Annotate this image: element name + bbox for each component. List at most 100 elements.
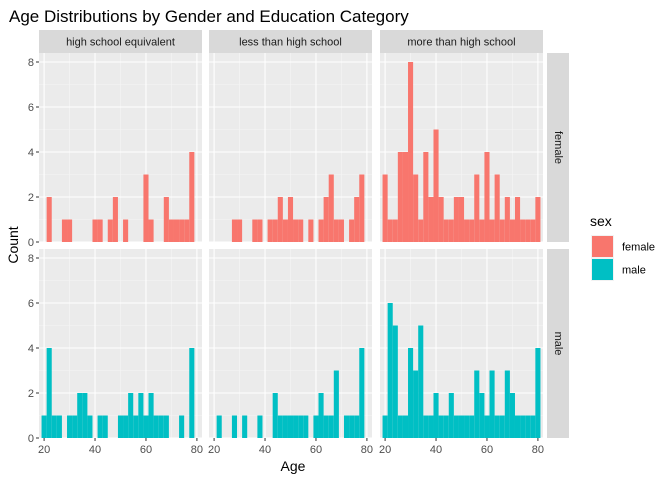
histogram-bar (443, 219, 449, 242)
histogram-bar (469, 219, 475, 242)
col-strip-label: more than high school (407, 37, 515, 49)
histogram-bar (479, 393, 485, 438)
histogram-bar (143, 415, 149, 438)
x-tick-label: 80 (361, 444, 373, 456)
histogram-bar (231, 415, 238, 438)
histogram-bar (189, 152, 195, 242)
y-tick-label: 6 (28, 298, 34, 310)
x-tick-label: 20 (208, 444, 220, 456)
panel-high-school-equivalent-male (39, 249, 202, 439)
histogram-bar (525, 219, 531, 242)
histogram-bar (418, 325, 424, 438)
legend-label: male (622, 265, 646, 277)
histogram-bar (323, 197, 329, 242)
x-tick-label: 20 (38, 444, 50, 456)
x-tick-label: 80 (532, 444, 544, 456)
x-axis-title: Age (281, 458, 306, 474)
col-strip-less-than-high-school: less than high school (209, 30, 372, 53)
histogram-bar (323, 415, 329, 438)
histogram-bar (112, 197, 118, 242)
histogram-bar (51, 415, 57, 438)
histogram-bar (499, 415, 505, 438)
legend-swatch (592, 259, 613, 280)
histogram-bar (504, 370, 510, 438)
histogram-bar (153, 415, 159, 438)
panel-more-than-high-school-female (380, 53, 543, 243)
histogram-bar (117, 415, 124, 438)
histogram-bar (382, 415, 388, 438)
histogram-bar (520, 415, 526, 438)
panel-high-school-equivalent-female (39, 53, 202, 243)
col-strip-high-school-equivalent: high school equivalent (39, 30, 202, 53)
histogram-bar (382, 174, 388, 242)
x-tick-label: 60 (481, 444, 493, 456)
histogram-bar (413, 174, 419, 242)
strip-background (547, 249, 569, 438)
histogram-bar (143, 174, 149, 242)
histogram-bar (438, 197, 444, 242)
histogram-bar (530, 415, 536, 438)
histogram-bar (428, 415, 434, 438)
histogram-bar (448, 219, 454, 242)
histogram-bar (282, 219, 288, 242)
histogram-bar (520, 219, 526, 242)
histogram-bar (168, 219, 174, 242)
histogram-bar (458, 415, 465, 438)
histogram-bar (87, 415, 93, 438)
histogram-bar (423, 152, 429, 242)
histogram-bar (123, 219, 129, 242)
legend-entry-male: male (591, 258, 646, 281)
x-tick-label: 20 (379, 444, 391, 456)
histogram-bar (231, 219, 238, 242)
histogram-bar (494, 415, 500, 438)
histogram-bar (163, 415, 169, 438)
histogram-bar (443, 415, 449, 438)
histogram-bar (535, 348, 541, 438)
row-strip-label: male (552, 332, 564, 356)
histogram-bar (179, 415, 185, 438)
panels-layer (39, 53, 543, 439)
histogram-bar (308, 219, 314, 242)
histogram-bar (392, 219, 398, 242)
strip-background (39, 30, 202, 53)
row-strip-male: male (547, 249, 569, 438)
histogram-bar (354, 197, 360, 242)
histogram-bar (158, 415, 164, 438)
histogram-bar (46, 348, 52, 438)
histogram-bar (128, 393, 134, 438)
y-tick-label: 0 (28, 237, 34, 249)
y-tick-label: 4 (28, 147, 34, 159)
histogram-bar (509, 393, 515, 438)
x-tick-label: 60 (310, 444, 322, 456)
legend: sex female male (590, 213, 655, 281)
histogram-bar (148, 219, 154, 242)
histogram-bar (189, 348, 195, 438)
histogram-bar (97, 219, 103, 242)
histogram-bar (525, 415, 531, 438)
histogram-bar (494, 174, 500, 242)
y-axis-title: Count (5, 226, 21, 263)
histogram-bar (257, 219, 263, 242)
panel-less-than-high-school-male (209, 249, 372, 439)
histogram-bar (82, 393, 88, 438)
histogram-bar (349, 415, 355, 438)
histogram-bar (484, 415, 490, 438)
legend-swatch (592, 236, 613, 257)
histogram-bar (102, 415, 108, 438)
histogram-bar (535, 197, 541, 242)
histogram-bar (148, 393, 154, 438)
histogram-bar (530, 219, 536, 242)
x-tick-label: 80 (191, 444, 203, 456)
histogram-bar (293, 219, 299, 242)
panel-less-than-high-school-female (209, 53, 372, 243)
histogram-bar (123, 415, 129, 438)
x-tick-label: 40 (259, 444, 271, 456)
histogram-bar (303, 415, 309, 438)
histogram-bar (387, 303, 393, 438)
histogram-bar (387, 219, 393, 242)
histogram-bar (313, 415, 319, 438)
histogram-bar (397, 415, 403, 438)
histogram-bar (272, 393, 278, 438)
histogram-bar (433, 129, 439, 242)
histogram-bar (514, 197, 521, 242)
